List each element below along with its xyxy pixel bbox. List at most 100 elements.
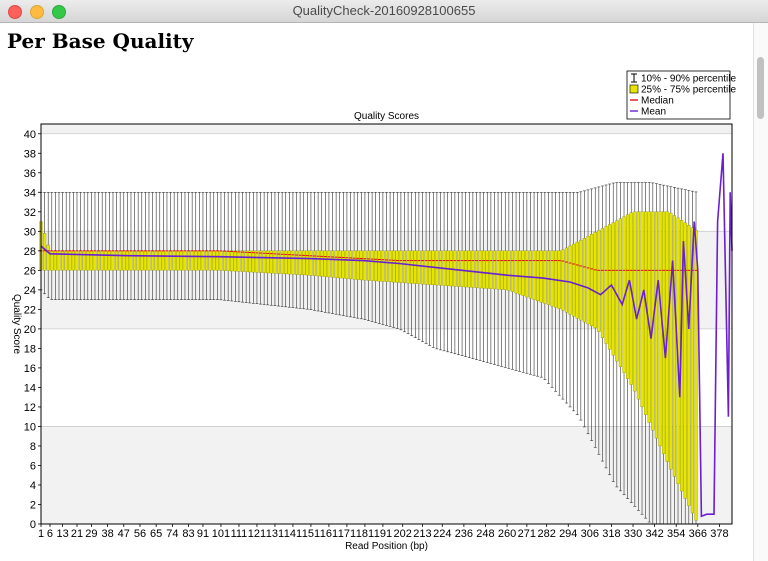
iqr-box	[150, 250, 155, 271]
x-tick-label: 366	[689, 528, 707, 540]
y-tick-label: 2	[30, 499, 36, 511]
iqr-box	[456, 250, 461, 287]
iqr-box	[222, 250, 227, 271]
iqr-box	[532, 250, 536, 300]
iqr-box	[158, 250, 162, 271]
iqr-box	[471, 250, 475, 288]
x-tick-label: 131	[266, 528, 284, 540]
iqr-box	[410, 250, 414, 284]
x-tick-label: 248	[476, 528, 494, 540]
iqr-box	[575, 241, 579, 319]
x-tick-label: 111	[231, 528, 248, 540]
iqr-box	[212, 250, 216, 271]
x-tick-label: 56	[134, 528, 146, 540]
iqr-box	[273, 250, 277, 274]
chart-title: Quality Scores	[354, 111, 419, 122]
y-tick-label: 14	[24, 382, 36, 394]
iqr-box	[323, 250, 327, 277]
iqr-box	[237, 250, 241, 272]
iqr-box	[374, 250, 378, 282]
iqr-box	[338, 250, 342, 279]
iqr-box	[474, 250, 479, 288]
iqr-box	[489, 250, 493, 289]
iqr-box	[330, 250, 335, 278]
close-window-button[interactable]	[8, 5, 22, 19]
x-tick-label: 141	[284, 528, 302, 540]
iqr-box	[154, 250, 158, 271]
iqr-box	[89, 250, 93, 271]
legend-entry-label: Median	[641, 96, 674, 107]
x-tick-label: 294	[559, 528, 577, 540]
x-tick-label: 282	[537, 528, 555, 540]
iqr-box	[140, 250, 144, 271]
iqr-box	[392, 250, 396, 283]
iqr-box	[568, 245, 572, 315]
iqr-box	[327, 250, 331, 278]
iqr-box	[518, 250, 522, 295]
iqr-box	[100, 250, 104, 271]
iqr-box	[341, 250, 345, 279]
iqr-box	[215, 250, 219, 271]
y-tick-label: 30	[24, 226, 36, 238]
iqr-box	[104, 250, 108, 271]
y-tick-label: 16	[24, 363, 36, 375]
iqr-box	[363, 250, 367, 281]
iqr-box	[183, 250, 187, 271]
iqr-box	[176, 250, 180, 271]
iqr-box	[525, 250, 529, 298]
iqr-box	[298, 250, 302, 275]
minimize-window-button[interactable]	[30, 5, 44, 19]
iqr-box	[269, 250, 273, 274]
x-axis-label: Read Position (bp)	[345, 541, 428, 552]
iqr-box	[586, 236, 590, 325]
x-tick-label: 224	[433, 528, 451, 540]
x-tick-label: 65	[150, 528, 162, 540]
iqr-box	[370, 250, 374, 281]
iqr-box	[485, 250, 489, 289]
y-tick-label: 18	[24, 343, 36, 355]
iqr-box	[248, 250, 252, 273]
iqr-box	[582, 237, 587, 323]
vertical-scrollbar[interactable]	[753, 23, 768, 561]
iqr-box	[658, 211, 662, 447]
report-content[interactable]: Per Base Quality	[0, 23, 768, 561]
x-tick-label: 271	[518, 528, 536, 540]
iqr-box	[147, 250, 151, 271]
iqr-box	[615, 220, 619, 362]
iqr-box	[417, 250, 421, 285]
iqr-box	[294, 250, 299, 275]
iqr-box	[482, 250, 486, 289]
iqr-box	[204, 250, 209, 271]
x-tick-label: 342	[645, 528, 663, 540]
iqr-box	[572, 243, 576, 317]
iqr-box	[82, 250, 86, 271]
background-band	[41, 124, 732, 134]
y-tick-label: 26	[24, 265, 36, 277]
y-tick-label: 0	[30, 519, 36, 531]
iqr-box	[43, 233, 47, 271]
iqr-box	[377, 250, 381, 282]
y-tick-label: 20	[24, 324, 36, 336]
iqr-box	[312, 250, 317, 276]
iqr-box	[492, 250, 497, 290]
scrollbar-thumb[interactable]	[757, 57, 764, 119]
x-tick-label: 354	[667, 528, 685, 540]
background-band	[41, 426, 732, 524]
iqr-box	[478, 250, 482, 289]
iqr-box	[521, 250, 525, 296]
iqr-box	[420, 250, 425, 285]
iqr-box	[111, 250, 115, 271]
x-tick-label: 236	[455, 528, 473, 540]
iqr-box	[46, 244, 50, 271]
iqr-box	[258, 250, 263, 273]
median-marks	[39, 250, 698, 271]
iqr-box	[359, 250, 363, 281]
x-axis-ticks: 1 6 13 21 29 38 47 56 65 74 83 91 101 111 121 131 141 151…	[38, 524, 729, 540]
iqr-box	[687, 225, 691, 506]
iqr-box	[201, 250, 205, 271]
zoom-window-button[interactable]	[52, 5, 66, 19]
iqr-box	[316, 250, 320, 277]
y-tick-label: 28	[24, 246, 36, 258]
iqr-box	[244, 250, 248, 272]
